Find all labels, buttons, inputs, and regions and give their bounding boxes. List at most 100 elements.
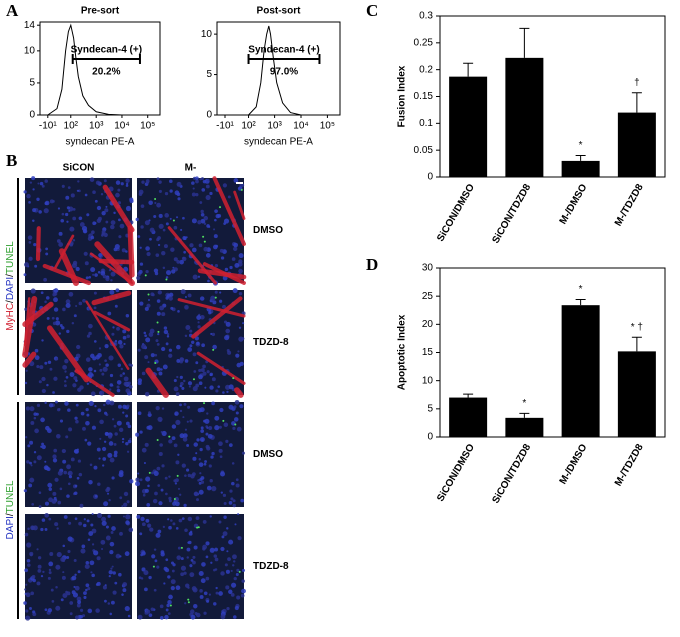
- nucleus: [33, 416, 37, 420]
- nucleus: [85, 588, 88, 592]
- nucleus: [31, 176, 36, 181]
- nucleus: [179, 433, 185, 439]
- nucleus: [226, 550, 229, 553]
- nucleus: [125, 441, 129, 446]
- nucleus: [118, 218, 121, 222]
- nucleus: [110, 531, 114, 534]
- nucleus: [241, 579, 245, 583]
- nucleus: [64, 384, 67, 388]
- nucleus: [126, 404, 130, 408]
- nucleus: [215, 389, 219, 393]
- image-bg: [137, 402, 244, 507]
- nucleus: [87, 441, 92, 446]
- nucleus: [108, 498, 111, 502]
- nucleus: [52, 491, 57, 496]
- nucleus: [113, 450, 118, 455]
- nucleus: [234, 399, 240, 405]
- nucleus: [220, 491, 223, 494]
- nucleus: [206, 412, 209, 415]
- nucleus: [156, 342, 160, 346]
- nucleus: [140, 577, 144, 580]
- nucleus: [105, 535, 111, 541]
- nucleus: [233, 576, 237, 581]
- nucleus: [61, 184, 65, 188]
- nucleus: [164, 213, 169, 218]
- nucleus: [211, 451, 215, 456]
- nucleus: [205, 432, 209, 436]
- nucleus: [102, 366, 108, 372]
- nucleus: [145, 337, 151, 343]
- myotube: [42, 263, 91, 286]
- nucleus: [225, 328, 231, 334]
- significance-marker: †: [634, 77, 640, 88]
- nucleus: [83, 251, 88, 256]
- nucleus: [28, 256, 33, 261]
- row-label: TDZD-8: [253, 561, 289, 572]
- nucleus: [109, 383, 114, 387]
- nucleus: [219, 299, 223, 303]
- nucleus: [66, 556, 70, 559]
- nucleus: [227, 195, 231, 199]
- nucleus: [175, 216, 179, 219]
- nucleus: [59, 419, 64, 423]
- nucleus: [195, 192, 199, 197]
- nucleus: [231, 481, 235, 486]
- nucleus: [44, 513, 49, 518]
- nucleus: [101, 520, 107, 526]
- nucleus: [189, 564, 193, 568]
- nucleus: [92, 190, 96, 195]
- nucleus: [184, 295, 188, 299]
- nucleus: [173, 379, 177, 383]
- nucleus: [49, 199, 54, 204]
- nucleus: [209, 385, 214, 390]
- nucleus: [226, 390, 229, 394]
- nucleus: [168, 296, 173, 301]
- nucleus: [180, 289, 186, 295]
- tunel-dot: [240, 188, 243, 191]
- nucleus: [193, 545, 198, 550]
- myotube: [233, 190, 246, 220]
- nucleus: [158, 189, 162, 193]
- nucleus: [54, 522, 59, 527]
- nucleus: [214, 547, 219, 552]
- nucleus: [183, 236, 187, 241]
- nucleus: [209, 373, 213, 376]
- nucleus: [179, 403, 182, 407]
- nucleus: [37, 568, 42, 573]
- image-bg: [137, 178, 244, 283]
- nucleus: [44, 528, 48, 531]
- nucleus: [45, 252, 49, 256]
- x-tick-label: 10²: [241, 121, 256, 132]
- x-axis-label: syndecan PE-A: [66, 137, 135, 148]
- gate-percent: 20.2%: [92, 67, 120, 78]
- nucleus: [190, 609, 195, 614]
- nucleus: [168, 439, 173, 444]
- nucleus: [238, 326, 242, 329]
- nucleus: [169, 217, 172, 220]
- nucleus: [136, 514, 141, 519]
- nucleus: [36, 365, 40, 369]
- nucleus: [226, 349, 230, 353]
- nucleus: [198, 368, 202, 372]
- nucleus: [188, 385, 191, 388]
- nucleus: [223, 422, 229, 427]
- nucleus: [192, 560, 196, 565]
- nucleus: [123, 342, 126, 346]
- nucleus: [67, 186, 71, 189]
- nucleus: [25, 615, 31, 621]
- nucleus: [218, 520, 222, 524]
- nucleus: [53, 297, 58, 303]
- nucleus: [183, 402, 187, 406]
- nucleus: [226, 606, 230, 611]
- nucleus: [62, 364, 67, 370]
- nucleus: [25, 436, 28, 439]
- nucleus: [217, 214, 222, 218]
- nucleus: [164, 614, 169, 620]
- nucleus: [146, 251, 151, 257]
- nucleus: [117, 188, 121, 192]
- nucleus: [141, 180, 145, 184]
- nucleus: [97, 513, 103, 519]
- nucleus: [186, 444, 190, 447]
- nucleus: [76, 596, 82, 602]
- nucleus: [61, 448, 66, 454]
